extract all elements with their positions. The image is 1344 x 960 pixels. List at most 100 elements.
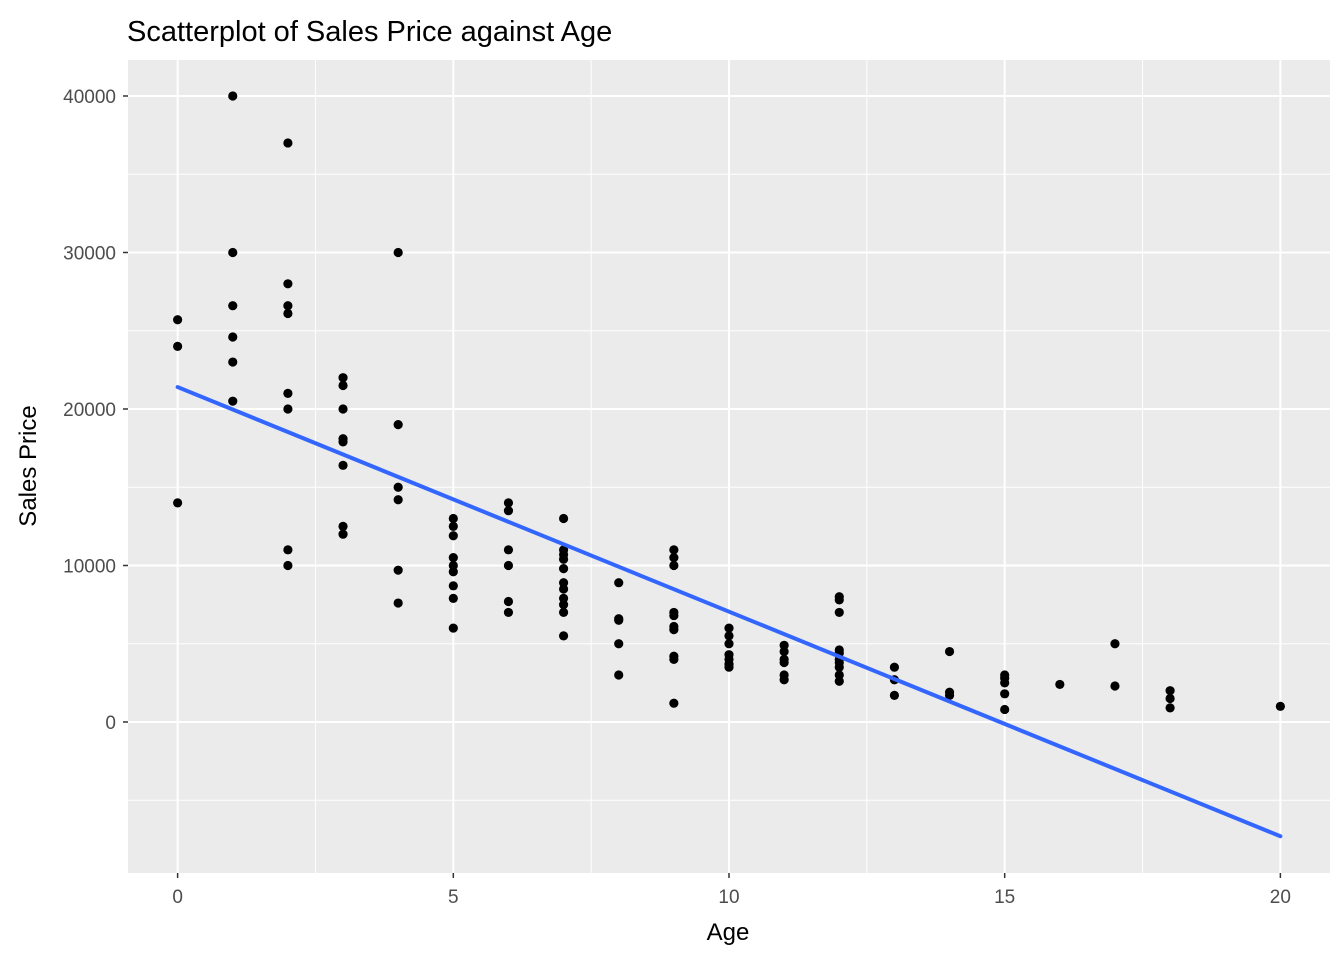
data-point-80 xyxy=(779,646,789,657)
data-point-106 xyxy=(1055,679,1065,690)
data-point-26 xyxy=(393,420,403,430)
data-point-43 xyxy=(503,560,514,571)
chart-title: Scatterplot of Sales Price against Age xyxy=(127,16,612,48)
data-point-6 xyxy=(228,332,238,342)
data-point-30 xyxy=(393,598,403,608)
data-point-17 xyxy=(338,373,348,383)
data-point-87 xyxy=(834,607,844,618)
data-point-45 xyxy=(503,607,514,618)
data-point-98 xyxy=(944,646,955,657)
data-point-105 xyxy=(1000,704,1010,715)
data-point-40 xyxy=(503,498,514,508)
data-point-0 xyxy=(173,315,183,325)
data-point-36 xyxy=(448,567,458,577)
data-point-31 xyxy=(448,513,458,524)
data-point-41 xyxy=(503,506,514,516)
data-point-52 xyxy=(558,584,569,594)
y-tick-label-3: 30000 xyxy=(63,243,116,264)
data-point-104 xyxy=(1000,689,1010,699)
data-point-100 xyxy=(944,690,955,700)
data-point-92 xyxy=(834,662,844,672)
data-point-59 xyxy=(614,615,624,625)
data-point-55 xyxy=(558,607,569,618)
data-point-2 xyxy=(173,498,183,508)
data-point-54 xyxy=(558,600,569,610)
y-tick-label-0: 0 xyxy=(105,713,116,734)
data-point-33 xyxy=(448,531,458,541)
data-point-109 xyxy=(1165,686,1175,696)
data-point-68 xyxy=(669,625,679,635)
data-point-9 xyxy=(283,138,293,148)
data-point-56 xyxy=(558,631,569,641)
data-point-23 xyxy=(338,521,348,531)
data-point-49 xyxy=(558,554,569,564)
data-point-19 xyxy=(338,404,348,414)
data-point-32 xyxy=(448,521,458,531)
data-point-24 xyxy=(338,529,348,539)
data-point-27 xyxy=(393,482,403,492)
data-point-10 xyxy=(283,279,293,289)
y-tick-label-4: 40000 xyxy=(63,87,116,108)
data-point-34 xyxy=(448,553,458,563)
data-point-111 xyxy=(1165,703,1175,713)
data-point-29 xyxy=(393,565,403,575)
data-point-64 xyxy=(669,560,679,571)
x-tick-label-3: 15 xyxy=(994,887,1015,908)
data-point-108 xyxy=(1110,681,1120,691)
data-point-50 xyxy=(558,564,569,574)
data-point-61 xyxy=(614,670,624,680)
data-point-94 xyxy=(834,676,844,686)
data-point-21 xyxy=(338,437,348,447)
data-point-39 xyxy=(448,623,458,633)
data-point-25 xyxy=(393,247,403,258)
y-axis-title: Sales Price xyxy=(15,405,42,526)
data-point-95 xyxy=(889,662,900,672)
data-point-8 xyxy=(228,396,238,406)
data-point-7 xyxy=(228,357,238,367)
x-tick-label-1: 5 xyxy=(448,887,459,908)
data-point-74 xyxy=(724,639,734,649)
data-point-107 xyxy=(1110,639,1120,649)
x-tick-label-0: 0 xyxy=(172,887,183,908)
data-point-22 xyxy=(338,460,348,470)
data-point-16 xyxy=(283,560,293,571)
data-point-63 xyxy=(669,553,679,563)
data-point-3 xyxy=(228,91,238,101)
data-point-112 xyxy=(1275,701,1285,711)
data-point-37 xyxy=(448,581,458,591)
data-point-1 xyxy=(173,341,183,351)
data-point-44 xyxy=(503,596,514,607)
y-tick-label-1: 10000 xyxy=(63,556,116,577)
data-point-62 xyxy=(669,545,679,555)
data-point-38 xyxy=(448,593,458,603)
data-point-82 xyxy=(779,657,789,668)
data-point-46 xyxy=(558,513,569,524)
data-point-72 xyxy=(724,623,734,633)
data-point-97 xyxy=(889,690,900,700)
y-axis-ticks: 0 10000 20000 30000 40000 xyxy=(63,87,128,734)
data-point-28 xyxy=(393,495,403,505)
data-point-60 xyxy=(614,639,624,649)
data-point-78 xyxy=(724,662,734,672)
data-point-103 xyxy=(1000,678,1010,688)
data-point-70 xyxy=(669,654,679,664)
data-point-71 xyxy=(669,698,679,708)
data-point-66 xyxy=(669,610,679,621)
data-point-4 xyxy=(228,247,238,258)
data-point-18 xyxy=(338,380,348,391)
data-point-15 xyxy=(283,545,293,555)
data-point-57 xyxy=(614,578,624,588)
major-gridlines xyxy=(128,60,1330,873)
data-point-42 xyxy=(503,545,514,555)
x-tick-label-2: 10 xyxy=(718,887,739,908)
data-point-5 xyxy=(228,301,238,311)
x-tick-label-4: 20 xyxy=(1270,887,1291,908)
data-points xyxy=(173,91,1285,715)
data-point-110 xyxy=(1165,693,1175,704)
data-point-13 xyxy=(283,388,293,398)
data-point-11 xyxy=(283,301,293,311)
data-point-84 xyxy=(779,675,789,685)
x-axis-title: Age xyxy=(707,919,750,946)
